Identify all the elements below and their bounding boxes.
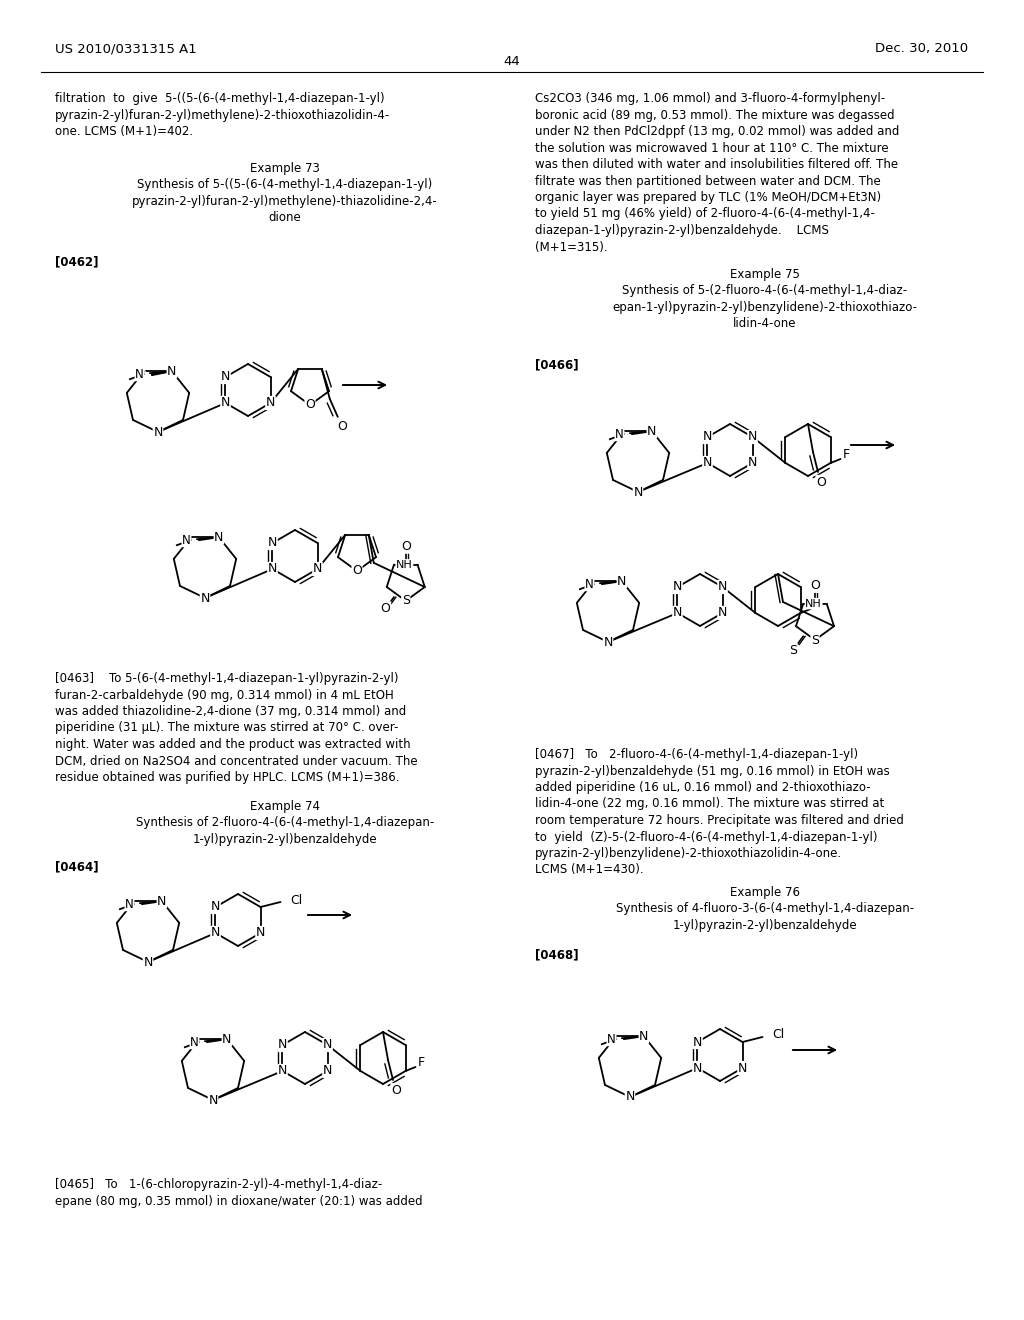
- Text: Cs2CO3 (346 mg, 1.06 mmol) and 3-fluoro-4-formylphenyl-
boronic acid (89 mg, 0.5: Cs2CO3 (346 mg, 1.06 mmol) and 3-fluoro-…: [535, 92, 899, 253]
- Text: N: N: [167, 364, 176, 378]
- Text: [0467]   To   2-fluoro-4-(6-(4-methyl-1,4-diazepan-1-yl)
pyrazin-2-yl)benzaldehy: [0467] To 2-fluoro-4-(6-(4-methyl-1,4-di…: [535, 748, 904, 876]
- Text: Cl: Cl: [772, 1028, 784, 1041]
- Text: 44: 44: [504, 55, 520, 69]
- Text: Synthesis of 5-(2-fluoro-4-(6-(4-methyl-1,4-diaz-
epan-1-yl)pyrazin-2-yl)benzyli: Synthesis of 5-(2-fluoro-4-(6-(4-methyl-…: [612, 284, 918, 330]
- Text: N: N: [702, 457, 712, 470]
- Text: S: S: [790, 644, 797, 656]
- Text: N: N: [673, 606, 682, 619]
- Text: N: N: [673, 581, 682, 594]
- Text: US 2010/0331315 A1: US 2010/0331315 A1: [55, 42, 197, 55]
- Text: N: N: [201, 591, 210, 605]
- Text: N: N: [633, 486, 643, 499]
- Text: N: N: [693, 1061, 702, 1074]
- Text: O: O: [391, 1084, 401, 1097]
- Text: O: O: [816, 475, 826, 488]
- Text: N: N: [607, 1032, 615, 1045]
- Text: filtration  to  give  5-((5-(6-(4-methyl-1,4-diazepan-1-yl)
pyrazin-2-yl)furan-2: filtration to give 5-((5-(6-(4-methyl-1,…: [55, 92, 390, 139]
- Text: F: F: [418, 1056, 425, 1069]
- Text: F: F: [843, 449, 850, 462]
- Text: N: N: [626, 1090, 635, 1104]
- Text: [0464]: [0464]: [55, 861, 98, 873]
- Text: O: O: [305, 399, 315, 412]
- Text: N: N: [312, 562, 323, 576]
- Text: N: N: [208, 1093, 218, 1106]
- Text: N: N: [154, 425, 163, 438]
- Text: N: N: [182, 533, 190, 546]
- Text: N: N: [190, 1036, 199, 1048]
- Text: O: O: [381, 602, 390, 615]
- Text: N: N: [639, 1030, 648, 1043]
- Text: N: N: [268, 536, 278, 549]
- Text: Cl: Cl: [291, 894, 303, 907]
- Text: N: N: [748, 430, 757, 444]
- Text: N: N: [143, 956, 153, 969]
- Text: N: N: [718, 581, 727, 594]
- Text: m: m: [136, 368, 147, 378]
- Text: N: N: [603, 635, 612, 648]
- Text: Example 74: Example 74: [250, 800, 319, 813]
- Text: N: N: [585, 578, 594, 590]
- Text: N: N: [738, 1061, 748, 1074]
- Text: N: N: [647, 425, 656, 438]
- Text: [0468]: [0468]: [535, 948, 579, 961]
- Text: Synthesis of 4-fluoro-3-(6-(4-methyl-1,4-diazepan-
1-yl)pyrazin-2-yl)benzaldehyd: Synthesis of 4-fluoro-3-(6-(4-methyl-1,4…: [616, 902, 914, 932]
- Text: N: N: [615, 428, 624, 441]
- Text: NH: NH: [396, 560, 413, 570]
- Text: N: N: [135, 368, 144, 380]
- Text: N: N: [158, 895, 167, 908]
- Text: N: N: [748, 457, 757, 470]
- Text: [0465]   To   1-(6-chloropyrazin-2-yl)-4-methyl-1,4-diaz-
epane (80 mg, 0.35 mmo: [0465] To 1-(6-chloropyrazin-2-yl)-4-met…: [55, 1177, 423, 1208]
- Text: N: N: [278, 1064, 287, 1077]
- Text: N: N: [221, 371, 230, 384]
- Text: N: N: [221, 396, 230, 409]
- Text: Example 73: Example 73: [250, 162, 319, 176]
- Text: O: O: [337, 420, 347, 433]
- Text: N: N: [323, 1064, 332, 1077]
- Text: N: N: [693, 1035, 702, 1048]
- Text: Example 76: Example 76: [730, 886, 800, 899]
- Text: N: N: [214, 531, 223, 544]
- Text: NH: NH: [805, 599, 822, 609]
- Text: N: N: [617, 574, 627, 587]
- Text: [0463]    To 5-(6-(4-methyl-1,4-diazepan-1-yl)pyrazin-2-yl)
furan-2-carbaldehyde: [0463] To 5-(6-(4-methyl-1,4-diazepan-1-…: [55, 672, 418, 784]
- Text: [0462]: [0462]: [55, 255, 98, 268]
- Text: [0466]: [0466]: [535, 358, 579, 371]
- Text: N: N: [125, 898, 134, 911]
- Text: N: N: [211, 900, 220, 913]
- Text: O: O: [352, 565, 361, 578]
- Text: Synthesis of 2-fluoro-4-(6-(4-methyl-1,4-diazepan-
1-yl)pyrazin-2-yl)benzaldehyd: Synthesis of 2-fluoro-4-(6-(4-methyl-1,4…: [136, 816, 434, 846]
- Text: N: N: [268, 562, 278, 576]
- Text: Example 75: Example 75: [730, 268, 800, 281]
- Text: N: N: [323, 1039, 332, 1052]
- Text: Synthesis of 5-((5-(6-(4-methyl-1,4-diazepan-1-yl)
pyrazin-2-yl)furan-2-yl)methy: Synthesis of 5-((5-(6-(4-methyl-1,4-diaz…: [132, 178, 438, 224]
- Text: O: O: [400, 540, 411, 553]
- Text: S: S: [811, 634, 819, 647]
- Text: N: N: [278, 1039, 287, 1052]
- Text: N: N: [256, 927, 265, 940]
- Text: O: O: [810, 579, 820, 593]
- Text: N: N: [222, 1032, 231, 1045]
- Text: N: N: [266, 396, 275, 409]
- Text: F: F: [813, 598, 820, 611]
- Text: S: S: [401, 594, 410, 607]
- Text: N: N: [718, 606, 727, 619]
- Text: Dec. 30, 2010: Dec. 30, 2010: [874, 42, 968, 55]
- Text: N: N: [211, 927, 220, 940]
- Text: N: N: [702, 430, 712, 444]
